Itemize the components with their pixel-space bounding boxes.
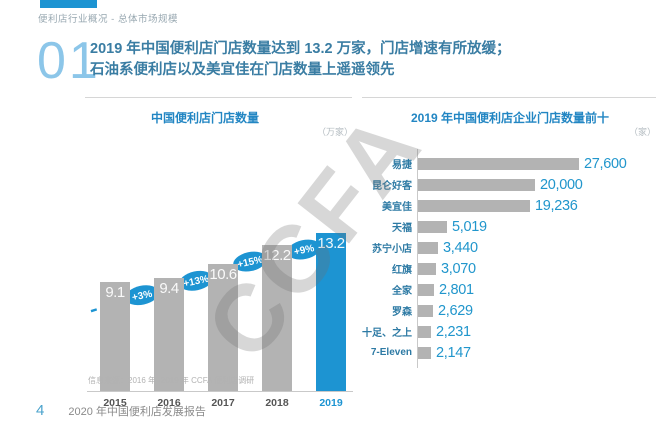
- top10-bar: [418, 304, 433, 317]
- slide-title: 2019 年中国便利店门店数量达到 13.2 万家，门店增速有所放缓； 石油系便…: [90, 39, 650, 81]
- trend-bar-value: 9.1: [105, 283, 125, 301]
- top10-value: 2,629: [438, 302, 473, 319]
- top10-row: 易捷 27,600: [362, 153, 658, 174]
- top10-chart-unit: （家）: [628, 127, 656, 137]
- trend-chart-title: 中国便利店门店数量: [150, 111, 259, 125]
- top10-row: 苏宁小店 3,440: [362, 237, 658, 258]
- top10-row: 昆仑好客 20,000: [362, 174, 658, 195]
- footer: 4 2020 年中国便利店发展报告: [36, 402, 206, 419]
- top10-bar: [418, 262, 436, 275]
- top10-row: 红旗 3,070: [362, 258, 658, 279]
- top10-bar: [418, 199, 530, 212]
- source-note: 信息来源：2016 年 -2019 年 CCFA 便利店调研: [88, 376, 255, 385]
- trend-x-tick-label: 2016: [157, 397, 181, 409]
- top10-y-axis: [417, 149, 418, 368]
- trend-bar: 10.6: [208, 263, 238, 391]
- trend-bar-value: 12.2: [263, 246, 291, 264]
- trend-x-axis: [87, 391, 353, 392]
- breadcrumb: 便利店行业概况 - 总体市场规模: [38, 14, 178, 25]
- top10-bar: [418, 325, 431, 338]
- top10-company-label: 美宜佳: [382, 202, 412, 213]
- top10-row: 天福 5,019: [362, 216, 658, 237]
- trend-bar: 12.2: [262, 244, 292, 391]
- top10-company-label: 7-Eleven: [370, 347, 412, 358]
- top10-value: 27,600: [584, 155, 627, 172]
- top10-company-label: 天福: [392, 223, 412, 234]
- top10-company-label: 苏宁小店: [372, 244, 412, 255]
- trend-plot: +3% +13% +15% +9% 9.1 2015 9.4 2016 10.6 2017 12.…: [85, 141, 355, 409]
- growth-badge-label: +3%: [131, 289, 153, 304]
- section-number: 01: [37, 32, 101, 90]
- trend-x-tick-label: 2019: [319, 397, 343, 409]
- slide-title-line2: 石油系便利店以及美宜佳在门店数量上遥遥领先: [90, 62, 395, 78]
- top-accent-bar: [40, 0, 97, 8]
- top10-value: 2,801: [439, 281, 474, 298]
- top10-row: 罗森 2,629: [362, 300, 658, 321]
- report-title: 2020 年中国便利店发展报告: [68, 406, 206, 418]
- top10-value: 20,000: [540, 176, 583, 193]
- top10-bar: [418, 346, 431, 359]
- trend-bar-value: 9.4: [159, 280, 179, 298]
- page-number: 4: [36, 402, 45, 419]
- growth-badge-label: +13%: [182, 274, 210, 290]
- top10-value: 2,231: [436, 323, 471, 340]
- trend-x-tick-label: 2015: [103, 397, 127, 409]
- trend-x-tick-label: 2017: [211, 397, 235, 409]
- top10-bar: [418, 220, 447, 233]
- top10-value: 3,070: [441, 260, 476, 277]
- growth-badge-label: +15%: [236, 254, 264, 270]
- top10-row: 7-Eleven 2,147: [362, 342, 658, 363]
- trend-bar: 13.2: [316, 232, 346, 391]
- trend-bar-value: 10.6: [209, 265, 237, 283]
- growth-badge-label: +9%: [293, 243, 315, 258]
- top10-value: 2,147: [436, 344, 471, 361]
- top10-row: 十足、之上 2,231: [362, 321, 658, 342]
- top10-bar: [418, 157, 579, 170]
- top10-bar: [418, 178, 535, 191]
- top10-company-label: 昆仑好客: [372, 181, 412, 192]
- top10-value: 3,440: [443, 239, 478, 256]
- top10-company-label: 全家: [392, 286, 412, 297]
- top10-company-label: 十足、之上: [362, 328, 412, 339]
- top10-company-label: 易捷: [392, 160, 412, 171]
- top10-chart: 2019 年中国便利店企业门店数量前十 （家） 易捷 27,600 昆仑好客 20,0…: [362, 103, 658, 398]
- top10-row: 美宜佳 19,236: [362, 195, 658, 216]
- slide-title-line1: 2019 年中国便利店门店数量达到 13.2 万家，门店增速有所放缓；: [90, 41, 511, 57]
- top10-row: 全家 2,801: [362, 279, 658, 300]
- top10-chart-title: 2019 年中国便利店企业门店数量前十: [410, 111, 610, 125]
- trend-bar: 9.4: [154, 278, 184, 391]
- top10-rows: 易捷 27,600 昆仑好客 20,000 美宜佳 19,236 天福 5,019 苏宁小店 3,…: [362, 153, 658, 363]
- trend-chart-unit: （万家）: [316, 127, 353, 137]
- trend-x-tick-label: 2018: [265, 397, 289, 409]
- trend-bar-value: 13.2: [317, 234, 345, 252]
- divider-left: [85, 97, 352, 98]
- divider-right: [362, 97, 656, 98]
- trend-chart: 中国便利店门店数量 （万家） +3% +13% +15% +9% 9.1 2015 9.4…: [85, 103, 355, 409]
- trend-bar: 9.1: [100, 281, 130, 391]
- top10-bar: [418, 241, 438, 254]
- top10-value: 19,236: [535, 197, 578, 214]
- top10-bar: [418, 283, 434, 296]
- top10-value: 5,019: [452, 218, 487, 235]
- top10-company-label: 罗森: [392, 307, 412, 318]
- top10-company-label: 红旗: [392, 265, 412, 276]
